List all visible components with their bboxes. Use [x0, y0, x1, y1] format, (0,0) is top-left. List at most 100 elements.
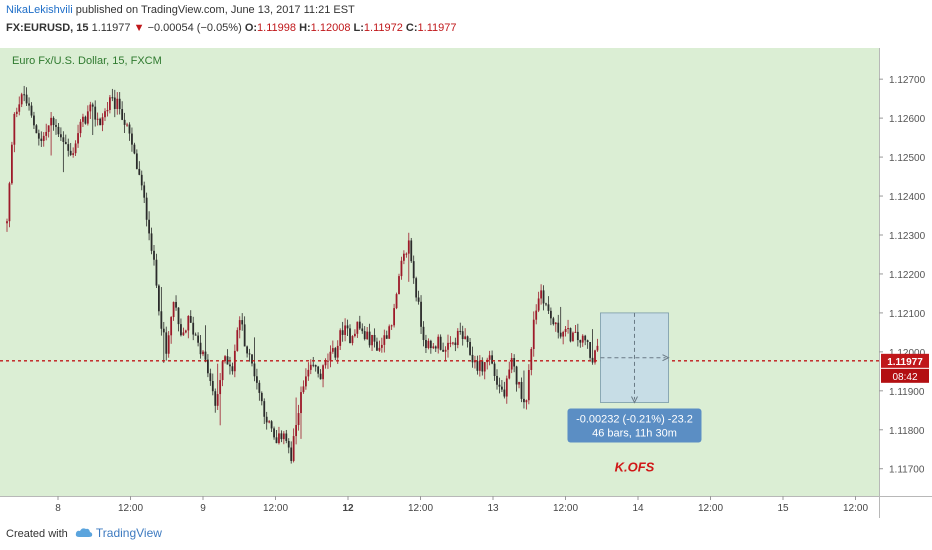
open-label: O: [244, 22, 258, 34]
candle-body [69, 150, 72, 155]
plot-area[interactable] [0, 48, 879, 496]
candle-body [192, 322, 195, 335]
candle-body [64, 141, 67, 145]
candle-body [231, 366, 234, 372]
high-label: H: [299, 22, 311, 34]
candle-body [243, 324, 246, 347]
candle-body [444, 349, 447, 352]
candle-body [177, 307, 180, 325]
candle-body [287, 440, 290, 448]
y-tick-label: 1.12500 [889, 153, 926, 164]
y-axis-ticks: 1.12700 1.12600 1.12500 1.12400 1.12300 1.122… [879, 75, 926, 476]
x-axis-ticks: 8 12:00 9 12:00 12 12:00 13 12:00 14 12:00 15 12:00 [55, 496, 868, 514]
candle-body [576, 331, 579, 341]
candle-body [268, 421, 271, 423]
candle-body [331, 348, 334, 352]
candle-body [99, 118, 101, 126]
price-change: −0.00054 (−0.05%) [147, 22, 242, 34]
candle-body [589, 341, 591, 358]
candle-body [128, 124, 131, 134]
candle-body [121, 109, 124, 120]
candle-body [429, 340, 432, 349]
candle-body [498, 384, 501, 387]
created-with-text: Created with [6, 528, 68, 540]
countdown-tag [881, 368, 929, 383]
candle-body [160, 311, 163, 329]
candle-body [6, 221, 8, 224]
y-tick-label: 1.12400 [889, 192, 926, 203]
candle-body [513, 358, 516, 367]
x-tick-label: 12:00 [553, 503, 578, 514]
author-link[interactable]: NikaLekishvili [6, 4, 73, 16]
candle-body [461, 331, 464, 340]
candle-body [155, 259, 158, 286]
candle-body [226, 356, 229, 365]
candle-body [388, 326, 391, 339]
candle-body [25, 94, 28, 104]
candle-body [23, 94, 26, 96]
candle-body [407, 240, 410, 254]
close-value: 1.11977 [417, 22, 457, 34]
candle-body [140, 174, 143, 186]
candle-body [280, 433, 283, 440]
y-tick-label: 1.11900 [889, 387, 925, 398]
candle-body [113, 97, 116, 109]
measure-label-line2: 46 bars, 11h 30m [592, 428, 677, 440]
candle-body [395, 294, 398, 309]
annotation-text: K.OFS [615, 460, 655, 475]
candle-body [405, 253, 408, 255]
candle-body [216, 394, 219, 406]
overlays: 1.11977 08:42 -0.00232 (-0.21%) -23.2 46 ba… [0, 312, 929, 475]
candle-body [282, 433, 285, 440]
candle-body [263, 401, 266, 417]
candle-body [45, 131, 48, 136]
candle-body [527, 370, 530, 401]
candle-body [57, 126, 60, 135]
candle-body [40, 138, 43, 141]
candle-body [439, 336, 442, 350]
candle-body [378, 347, 381, 351]
candle-body [258, 382, 261, 393]
tradingview-brand-link[interactable]: TradingView [95, 526, 162, 540]
candle-body [104, 111, 106, 118]
time-axis[interactable] [0, 496, 932, 518]
candle-body [594, 350, 596, 363]
candle-body [537, 298, 540, 311]
candle-body [28, 103, 30, 106]
publish-info: NikaLekishvili published on TradingView.… [6, 4, 355, 16]
candle-body [432, 346, 435, 349]
candle-body [466, 336, 469, 342]
candle-body [148, 219, 150, 234]
candle-body [86, 111, 89, 124]
x-tick-label: 9 [200, 503, 206, 514]
y-tick-label: 1.12000 [889, 348, 926, 359]
candle-body [111, 97, 114, 99]
candle-body [567, 328, 569, 330]
candle-body [501, 386, 503, 390]
x-tick-label: 15 [777, 503, 789, 514]
candle-body [302, 386, 305, 393]
candles [6, 85, 599, 464]
candle-body [126, 124, 128, 126]
candle-body [270, 421, 273, 429]
y-tick-label: 1.12700 [889, 75, 926, 86]
candle-body [62, 137, 65, 142]
candle-body [508, 369, 511, 379]
x-tick-label: 12:00 [118, 503, 143, 514]
candle-body [236, 330, 239, 351]
candle-body [327, 360, 329, 362]
candle-body [393, 308, 395, 326]
candle-body [554, 322, 557, 325]
measure-label-box [567, 408, 702, 443]
candle-body [265, 416, 268, 423]
candle-body [547, 304, 550, 311]
candle-body [145, 197, 148, 220]
candle-body [309, 364, 312, 370]
candle-body [535, 310, 538, 320]
candle-body [358, 321, 361, 329]
x-tick-label: 12:00 [698, 503, 723, 514]
y-tick-label: 1.12600 [889, 114, 926, 125]
candle-body [540, 290, 542, 299]
price-axis[interactable] [879, 48, 932, 496]
